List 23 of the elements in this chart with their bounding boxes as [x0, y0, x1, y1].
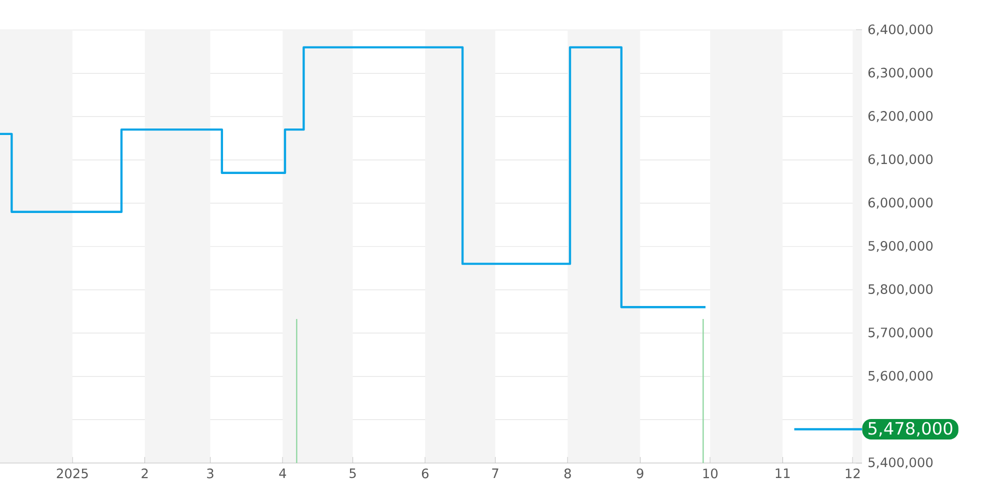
x-tick-label: 2: [142, 468, 148, 478]
y-tick-label: 5,700,000: [868, 328, 933, 339]
x-tick-label: 8: [564, 468, 571, 478]
x-tick-label: 12: [846, 468, 860, 478]
x-tick-label: 6: [422, 468, 428, 478]
x-tick-label: 4: [279, 468, 286, 478]
x-tick-label: 9: [636, 468, 644, 478]
x-tick-label: 2025: [56, 468, 88, 478]
y-tick-label: 6,000,000: [868, 198, 933, 209]
y-tick-label: 5,600,000: [868, 370, 933, 382]
y-tick-label: 5,400,000: [868, 457, 933, 469]
x-tick-label: 10: [703, 468, 718, 478]
y-tick-label: 5,900,000: [868, 240, 933, 252]
y-tick-label: 6,100,000: [868, 154, 933, 166]
y-tick-label: 5,800,000: [868, 284, 933, 296]
x-tick-label: 5: [350, 468, 356, 478]
y-tick-label: 6,400,000: [868, 24, 933, 36]
data-label: 5,478,000: [868, 422, 952, 436]
x-tick-label: 7: [492, 468, 498, 478]
y-tick-label: 6,200,000: [868, 111, 933, 122]
x-tick-label: 3: [207, 468, 214, 478]
x-tick-label: 11: [776, 468, 790, 478]
y-tick-label: 6,300,000: [868, 68, 933, 79]
